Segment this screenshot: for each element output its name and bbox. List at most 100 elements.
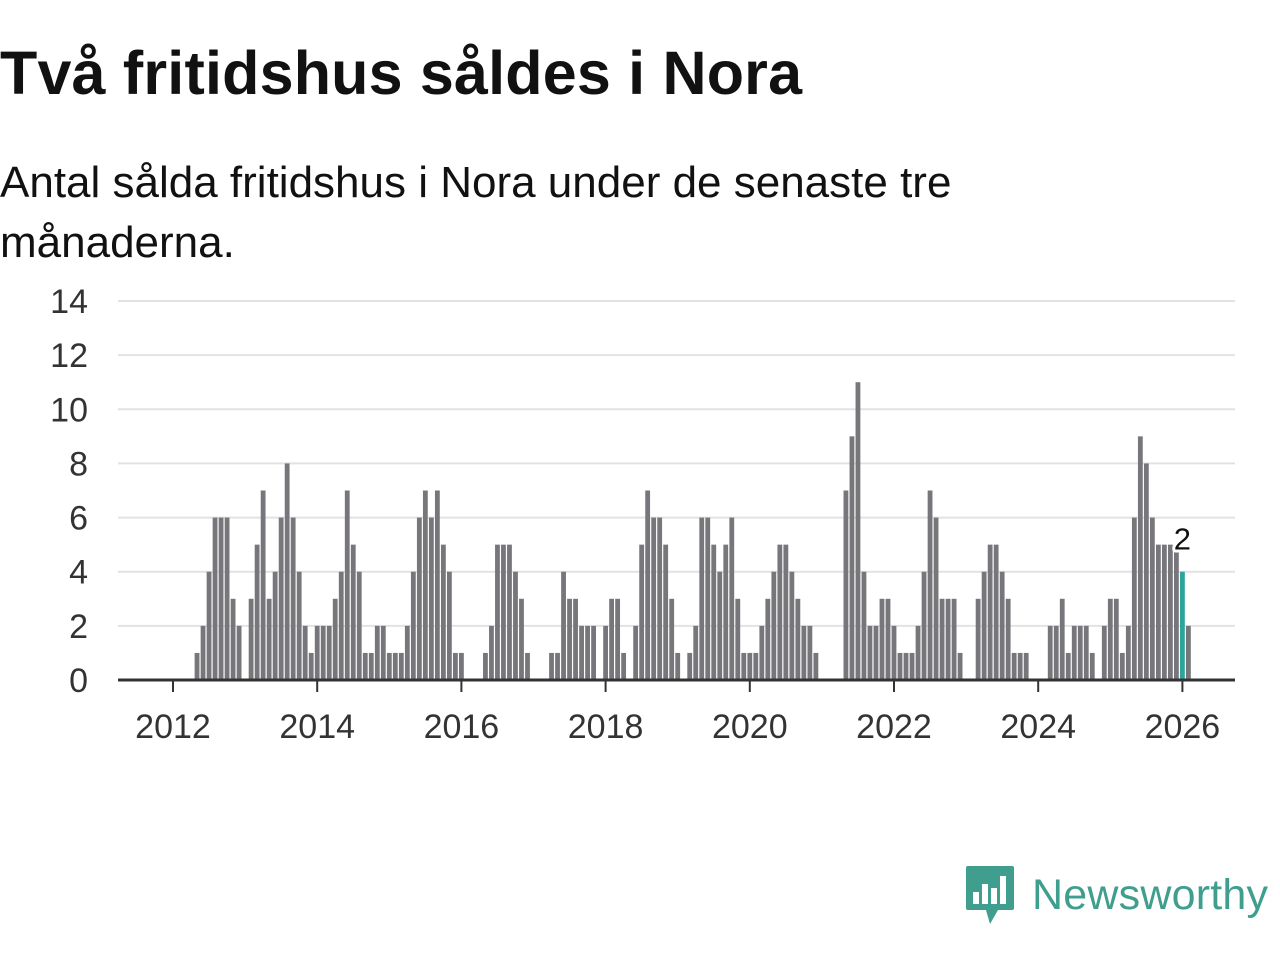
bar [296,571,302,680]
bar [410,571,416,680]
bar-highlight [1180,571,1185,680]
x-tick-label: 2022 [856,708,932,746]
chart-title: Två fritidshus såldes i Nora [0,39,803,107]
bar [711,544,717,680]
bar [729,517,735,680]
bar [386,652,392,680]
bar [1017,652,1023,680]
bar [651,517,657,680]
bar [633,625,639,680]
bar [236,625,242,680]
bar [254,544,260,680]
bar [885,598,891,680]
bar-chart: 0 2 4 6 8 10 12 14 2012 2014 2016 2018 2020 2022 2024 2… [50,283,1235,746]
bar [489,625,494,680]
bar [573,598,578,680]
bar [1131,517,1137,680]
bar [212,517,218,680]
x-tick-label: 2016 [424,708,500,746]
bar [873,625,879,680]
bar [591,625,596,680]
bar [909,652,915,680]
bar [459,652,464,680]
bar [903,652,909,680]
bar [939,598,945,680]
y-tick-label: 6 [69,500,88,538]
bar [813,652,819,680]
bar [555,652,560,680]
bar [705,517,711,680]
bar [693,625,699,680]
x-tick-label: 2018 [568,708,644,746]
bar [501,544,506,680]
bar [1125,625,1131,680]
chart-subtitle: Antal sålda fritidshus i Nora under de s… [0,158,952,267]
bar [314,625,320,680]
bar [1071,625,1077,680]
bar [897,652,903,680]
bar [1107,598,1113,680]
y-tick-label: 14 [50,283,88,321]
bar [507,544,512,680]
bar [915,625,921,680]
bar [741,652,747,680]
y-tick-label: 12 [50,337,88,375]
bar [567,598,572,680]
bar [1011,652,1017,680]
bar [717,571,723,680]
bar [993,544,999,680]
bar [513,571,518,680]
bar [398,652,404,680]
bar [789,571,795,680]
x-tick-label: 2026 [1145,708,1221,746]
bar [374,625,380,680]
bar [272,571,278,680]
bar [699,517,705,680]
bar [735,598,741,680]
bar [801,625,807,680]
bar [320,625,326,680]
bar [1005,598,1011,680]
bar [783,544,789,680]
y-tick-label: 10 [50,391,88,429]
bar [1023,652,1029,680]
bar [765,598,771,680]
bar [266,598,272,680]
bar [657,517,663,680]
bar [951,598,957,680]
bar [609,598,615,680]
bar [843,490,849,680]
bar [621,652,627,680]
bar [368,652,374,680]
x-tick-label: 2024 [1000,708,1076,746]
bar [891,625,897,680]
bar [284,463,290,680]
bar [483,652,488,680]
bar [999,571,1005,680]
bar [416,517,422,680]
bar [356,571,362,680]
bar [807,625,813,680]
bar [362,652,368,680]
bar [380,625,386,680]
bar [921,571,927,680]
bar [404,625,410,680]
bar [525,652,530,680]
bar [230,598,236,680]
bar [248,598,254,680]
bar [1119,652,1125,680]
y-tick-label: 8 [69,445,88,483]
bar [290,517,296,680]
bar [861,571,867,680]
bar [615,598,621,680]
bar [1155,544,1161,680]
bar [1047,625,1053,680]
bar [639,544,645,680]
bar [1113,598,1119,680]
bar [350,544,356,680]
bar [1059,598,1065,680]
y-tick-label: 0 [69,662,88,700]
bar [1161,544,1167,680]
bar [561,571,566,680]
bar [278,517,284,680]
